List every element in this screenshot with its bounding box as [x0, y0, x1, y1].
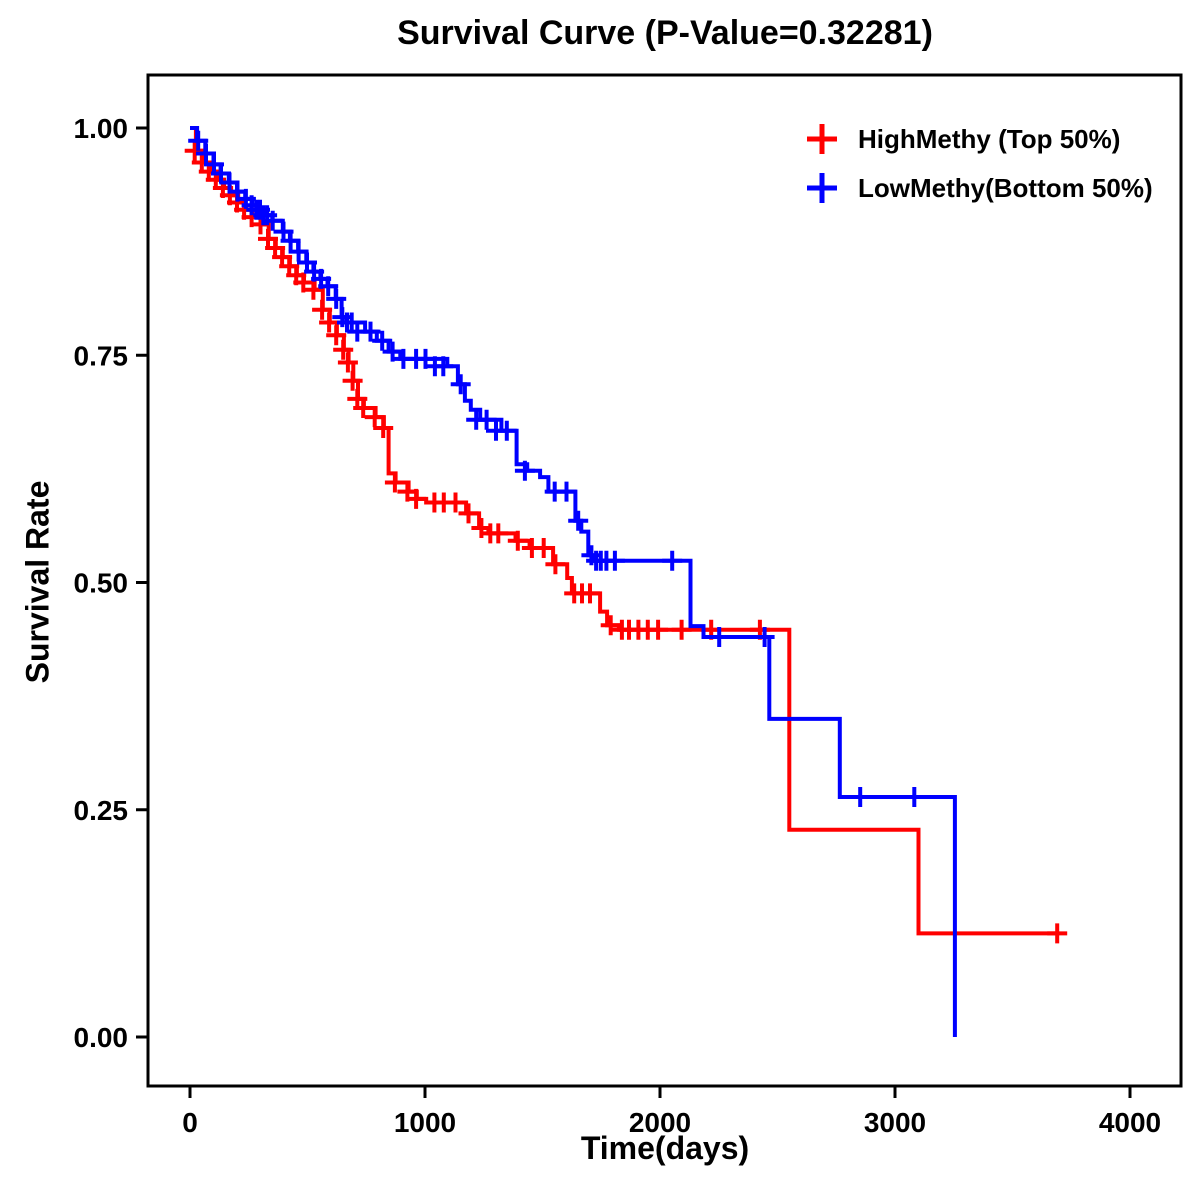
y-tick-label: 0.25 [74, 795, 129, 826]
x-tick-label: 2000 [629, 1107, 691, 1138]
y-tick-label: 0.00 [74, 1022, 129, 1053]
censor-mark-highmethy [319, 312, 340, 333]
x-tick-label: 3000 [864, 1107, 926, 1138]
censor-mark-lowmethy [514, 460, 535, 481]
censor-mark-highmethy [648, 619, 669, 640]
censor-mark-highmethy [312, 299, 333, 320]
censor-mark-lowmethy [604, 550, 625, 571]
censor-mark-lowmethy [476, 409, 497, 430]
censor-mark-lowmethy [360, 321, 381, 342]
censor-mark-lowmethy [709, 627, 730, 647]
censor-mark-lowmethy [372, 330, 393, 351]
censor-mark-highmethy [533, 538, 554, 558]
censor-mark-highmethy [373, 418, 394, 438]
censor-mark-highmethy [488, 523, 509, 544]
y-axis-label: Survival Rate [19, 480, 56, 684]
censor-mark-highmethy [671, 619, 692, 640]
censor-mark-lowmethy [326, 288, 347, 309]
censor-mark-highmethy [303, 279, 324, 300]
censor-mark-lowmethy [496, 420, 517, 441]
censor-mark-lowmethy [196, 143, 216, 164]
censor-mark-highmethy [353, 398, 374, 418]
censor-mark-lowmethy [754, 627, 775, 647]
censor-mark-lowmethy [556, 481, 577, 502]
censor-mark-lowmethy [382, 341, 403, 362]
censor-mark-highmethy [458, 503, 479, 524]
censor-mark-lowmethy [318, 276, 339, 297]
censor-mark-highmethy [342, 370, 363, 391]
censor-mark-lowmethy [280, 230, 301, 251]
censor-mark-highmethy [580, 583, 600, 604]
censor-mark-highmethy [333, 339, 354, 360]
censor-mark-highmethy [406, 488, 427, 509]
censor-mark-lowmethy [450, 374, 471, 395]
censor-mark-lowmethy [850, 787, 871, 807]
censor-mark-lowmethy [288, 241, 309, 262]
y-tick-label: 0.75 [74, 340, 129, 371]
y-tick-label: 1.00 [74, 113, 129, 144]
censor-mark-highmethy [445, 492, 466, 513]
legend-label-lowmethy: LowMethy(Bottom 50%) [858, 173, 1153, 203]
censor-mark-lowmethy [188, 130, 209, 151]
survival-curve-highmethy [190, 126, 1060, 936]
y-tick-label: 0.50 [74, 568, 129, 599]
censor-mark-lowmethy [433, 356, 454, 377]
legend-marker-lowmethy [807, 173, 837, 203]
censor-mark-highmethy [184, 140, 205, 161]
censor-mark-highmethy [364, 407, 385, 428]
censor-mark-highmethy [384, 472, 405, 493]
censor-mark-highmethy [545, 554, 566, 575]
x-tick-label: 4000 [1099, 1107, 1161, 1138]
censor-mark-highmethy [293, 272, 314, 293]
x-tick-label: 0 [182, 1107, 198, 1138]
censor-mark-lowmethy [568, 510, 589, 531]
censor-mark-highmethy [337, 352, 358, 373]
x-tick-label: 1000 [394, 1107, 456, 1138]
chart-title: Survival Curve (P-Value=0.32281) [397, 14, 933, 52]
censor-mark-lowmethy [262, 210, 283, 231]
legend-label-highmethy: HighMethy (Top 50%) [858, 124, 1120, 154]
censor-mark-lowmethy [904, 787, 925, 807]
plot-border [146, 73, 1183, 1088]
censor-mark-highmethy [507, 530, 528, 551]
x-axis-label: Time(days) [580, 1130, 750, 1166]
censor-mark-lowmethy [662, 550, 683, 571]
legend-marker-highmethy [807, 124, 837, 154]
censor-mark-highmethy [600, 615, 621, 636]
censor-mark-highmethy [326, 325, 347, 346]
censor-mark-highmethy [1047, 923, 1068, 944]
